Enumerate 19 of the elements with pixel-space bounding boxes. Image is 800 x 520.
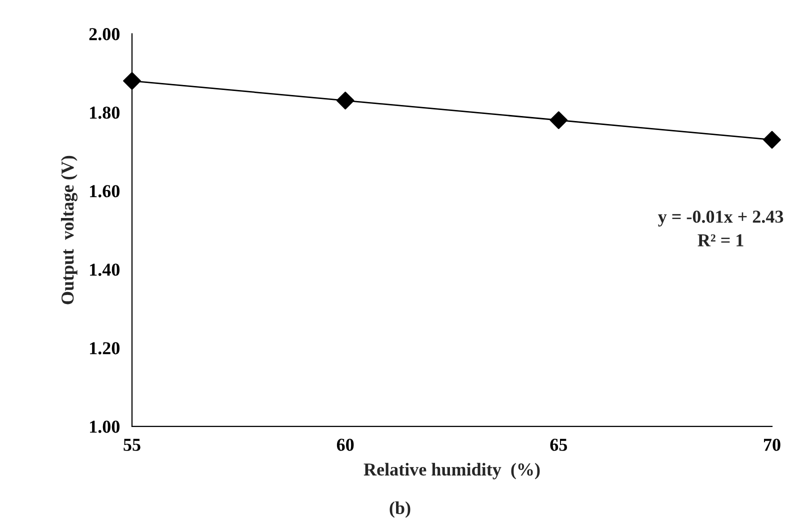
- text: (b): [390, 501, 410, 518]
- y-tick-label: 2.00: [89, 28, 120, 40]
- point: [123, 72, 141, 90]
- x-axis-title: Relative humidity (%): [364, 462, 540, 480]
- y-tick-label: 1.60: [90, 185, 120, 198]
- x-tick-label: 60: [336, 438, 354, 451]
- point: [550, 111, 568, 130]
- y-tick-label: 1.20: [90, 342, 120, 354]
- x-tick-label: 65: [550, 438, 568, 451]
- y-tick-label: 1.00: [90, 420, 120, 433]
- y-tick-label: 1.80: [90, 106, 120, 119]
- point: [336, 92, 354, 110]
- x-tick-label: 55: [124, 438, 140, 451]
- y-tick-label: 1.40: [90, 264, 120, 276]
- annotation: y = -0.01x + 2.43: [658, 210, 784, 227]
- x-tick-label: 70: [764, 438, 780, 451]
- annotation: R² = 1: [698, 234, 744, 246]
- point: [763, 130, 781, 149]
- y-axis-title: Output voltage (V): [60, 156, 78, 304]
